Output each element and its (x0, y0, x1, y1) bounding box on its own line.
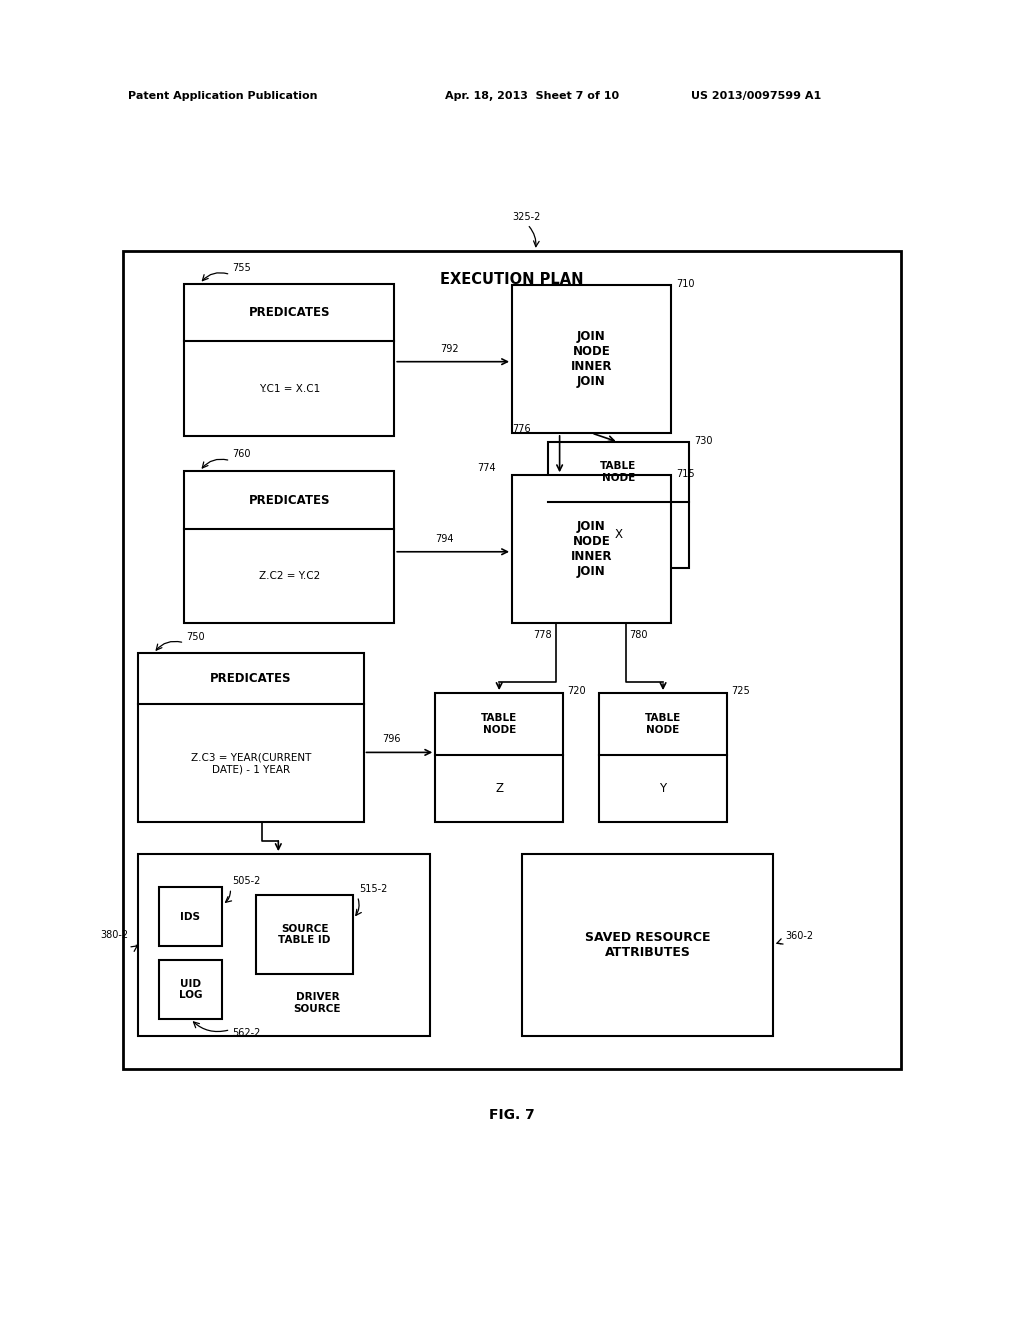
Bar (256, 895, 353, 974)
Text: X: X (614, 528, 623, 541)
Text: JOIN
NODE
INNER
JOIN: JOIN NODE INNER JOIN (570, 520, 612, 578)
Text: SAVED RESOURCE
ATTRIBUTES: SAVED RESOURCE ATTRIBUTES (585, 931, 711, 960)
Text: 792: 792 (440, 343, 459, 354)
Text: 725: 725 (731, 686, 750, 697)
Text: FIG. 7: FIG. 7 (489, 1109, 535, 1122)
Text: 715: 715 (676, 469, 694, 479)
Bar (522, 854, 773, 1036)
Bar (548, 442, 689, 568)
Text: 755: 755 (232, 263, 251, 273)
Bar (599, 693, 727, 822)
Text: PREDICATES: PREDICATES (249, 494, 330, 507)
Text: IDS: IDS (180, 912, 201, 921)
Text: 730: 730 (694, 436, 713, 446)
Bar (512, 475, 671, 623)
Text: SOURCE
TABLE ID: SOURCE TABLE ID (279, 924, 331, 945)
Bar (159, 887, 222, 946)
Bar (512, 285, 671, 433)
Text: Apr. 18, 2013  Sheet 7 of 10: Apr. 18, 2013 Sheet 7 of 10 (445, 91, 620, 102)
Text: 750: 750 (186, 631, 205, 642)
Text: 778: 778 (532, 630, 551, 640)
Bar (435, 693, 563, 822)
Text: 360-2: 360-2 (785, 931, 813, 941)
Text: TABLE
NODE: TABLE NODE (645, 713, 681, 735)
Text: PREDICATES: PREDICATES (210, 672, 292, 685)
Text: DRIVER
SOURCE: DRIVER SOURCE (294, 993, 341, 1014)
Text: JOIN
NODE
INNER
JOIN: JOIN NODE INNER JOIN (570, 330, 612, 388)
Text: 796: 796 (382, 734, 400, 744)
Text: Z.C2 = Y.C2: Z.C2 = Y.C2 (259, 572, 319, 581)
Bar (138, 854, 430, 1036)
Text: 380-2: 380-2 (100, 929, 128, 940)
Text: 515-2: 515-2 (359, 883, 388, 894)
Text: 760: 760 (232, 449, 251, 459)
Text: 776: 776 (512, 424, 530, 434)
Text: US 2013/0097599 A1: US 2013/0097599 A1 (691, 91, 821, 102)
Text: 505-2: 505-2 (232, 875, 261, 886)
Bar (123, 251, 901, 1069)
Bar (138, 653, 364, 822)
Text: EXECUTION PLAN: EXECUTION PLAN (440, 272, 584, 288)
Text: PREDICATES: PREDICATES (249, 306, 330, 319)
Text: Y.C1 = X.C1: Y.C1 = X.C1 (259, 384, 319, 393)
Text: UID
LOG: UID LOG (179, 978, 202, 1001)
Bar (184, 471, 394, 623)
Text: 794: 794 (435, 533, 454, 544)
Text: 720: 720 (567, 686, 586, 697)
Text: Patent Application Publication: Patent Application Publication (128, 91, 317, 102)
Text: 780: 780 (630, 630, 648, 640)
Text: Y: Y (659, 783, 667, 795)
Bar (184, 284, 394, 436)
Bar (159, 960, 222, 1019)
Text: 710: 710 (676, 279, 694, 289)
Text: TABLE
NODE: TABLE NODE (481, 713, 517, 735)
Text: TABLE
NODE: TABLE NODE (600, 462, 637, 483)
Text: 325-2: 325-2 (512, 211, 541, 222)
Text: Z: Z (496, 783, 503, 795)
Text: 774: 774 (477, 462, 496, 473)
Text: 562-2: 562-2 (232, 1028, 261, 1039)
Text: Z.C3 = YEAR(CURRENT
DATE) - 1 YEAR: Z.C3 = YEAR(CURRENT DATE) - 1 YEAR (190, 752, 311, 774)
